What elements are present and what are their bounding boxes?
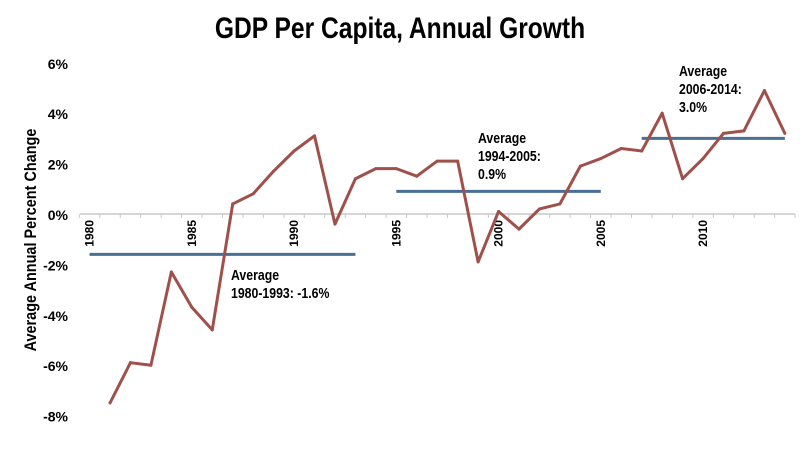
y-tick-label: 4% (48, 106, 69, 122)
average-annotation: Average (478, 130, 526, 146)
x-tick-label: 1990 (287, 220, 301, 247)
x-tick-label: 1980 (83, 220, 97, 247)
data-point (497, 209, 501, 213)
average-annotation: 2006-2014: (679, 81, 742, 97)
x-tick-label: 2010 (696, 220, 710, 247)
data-point (456, 159, 460, 163)
y-tick-label: 0% (48, 207, 69, 223)
y-tick-label: -6% (43, 358, 68, 374)
data-point (619, 146, 623, 150)
data-point (169, 270, 173, 274)
chart-title: GDP Per Capita, Annual Growth (215, 11, 585, 45)
data-point (292, 149, 296, 153)
data-point (558, 202, 562, 206)
x-tick-label: 2005 (594, 220, 608, 247)
data-point (353, 177, 357, 181)
data-point (149, 363, 153, 367)
y-tick-label: 2% (48, 157, 69, 173)
data-point (231, 202, 235, 206)
data-point (190, 305, 194, 309)
y-tick-label: -4% (43, 308, 68, 324)
data-point (599, 157, 603, 161)
data-point (537, 207, 541, 211)
data-point (517, 227, 521, 231)
data-point (701, 157, 705, 161)
average-annotation: Average (231, 267, 279, 283)
data-point (722, 131, 725, 135)
data-point (476, 260, 480, 264)
data-point (435, 159, 439, 163)
x-tick-label: 2000 (492, 220, 506, 247)
x-tick-label: 1995 (389, 220, 403, 247)
data-point (108, 401, 112, 405)
y-tick-label: -8% (43, 409, 68, 425)
data-point (783, 131, 787, 135)
data-point (415, 174, 419, 178)
data-point (681, 177, 685, 181)
data-point (374, 167, 378, 171)
data-point (251, 192, 255, 196)
average-annotation: 3.0% (679, 99, 707, 115)
data-point (333, 222, 337, 226)
average-annotation: 1980-1993: -1.6% (231, 285, 329, 301)
data-point (762, 89, 766, 93)
y-tick-label: -2% (43, 257, 68, 273)
data-point (394, 167, 398, 171)
y-axis-label: Average Annual Percent Change (22, 128, 40, 351)
data-point (128, 361, 132, 365)
average-annotation: 0.9% (478, 166, 506, 182)
y-tick-label: 6% (48, 56, 69, 72)
data-point (742, 129, 746, 133)
x-tick-label: 1985 (185, 220, 199, 247)
data-point (210, 328, 214, 332)
average-annotation: Average (679, 63, 727, 79)
data-point (313, 134, 316, 138)
average-annotation: 1994-2005: (478, 148, 541, 164)
data-point (272, 169, 276, 173)
data-point (660, 111, 664, 115)
data-point (640, 149, 644, 153)
data-point (578, 164, 582, 168)
growth-series-line (108, 89, 787, 404)
